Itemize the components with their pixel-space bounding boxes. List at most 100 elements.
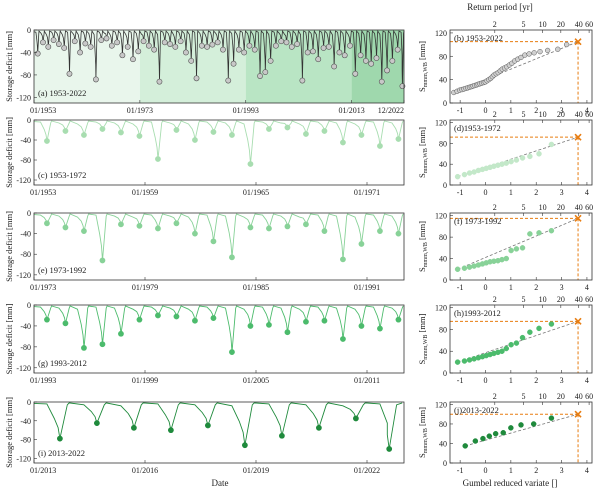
annual-minimum-point xyxy=(358,132,365,138)
annual-minimum-point xyxy=(229,349,235,355)
return-period-tick-label: 2 xyxy=(493,110,497,119)
annual-minimum-point xyxy=(99,257,106,264)
top-axis-title: Return period [yr] xyxy=(467,2,532,12)
time-series-panel-e: 0 -40 -80 -120 01/1973 01/1979 01/1985 01/1991 (… xyxy=(4,209,405,292)
gumbel-point xyxy=(519,334,526,341)
annual-minimum-point xyxy=(288,43,295,50)
return-period-tick-label: 10 xyxy=(539,295,547,304)
return-period-tick-label: 2 xyxy=(493,295,497,304)
annual-minimum-point xyxy=(247,323,254,329)
annual-minimum-point xyxy=(284,223,291,230)
annual-minimum-point xyxy=(136,222,143,229)
gumbel-point xyxy=(508,158,514,165)
plot-frame xyxy=(33,212,405,281)
annual-minimum-point xyxy=(177,38,184,45)
return-period-tick-label: 60 xyxy=(585,20,593,29)
annual-minimum-point xyxy=(99,126,106,132)
y-tick-label: 40 xyxy=(439,76,447,85)
y-axis-title: Storage deficit [mm] xyxy=(4,31,14,102)
annual-minimum-point xyxy=(210,129,217,135)
return-period-tick-label: 2 xyxy=(493,203,497,212)
annual-minimum-point xyxy=(130,56,136,63)
x-tick-label: 01/2013 xyxy=(30,466,56,475)
plot-frame xyxy=(449,401,593,464)
x-tick-label: 01/2013 xyxy=(338,106,364,115)
x-tick-label: 01/1985 xyxy=(243,283,269,292)
y-axis-title: Storage deficit [mm] xyxy=(4,303,14,374)
return-period-tick-label: 5 xyxy=(522,110,526,119)
x-tick-label: 01/1973 xyxy=(127,106,153,115)
y-tick-label: 0 xyxy=(443,369,447,378)
x-tick-label: 4 xyxy=(585,106,589,115)
annual-minimum-point xyxy=(331,63,338,70)
y-axis-title: Smmm,WB [mm] xyxy=(417,221,429,272)
annual-minimum-point xyxy=(225,77,232,84)
time-series-panel-a: 0 -40 -80 -120 01/1953 01/1973 01/1993 01/2013 1… xyxy=(4,26,406,115)
time-series-panel-g: 0 -40 -80 -120 01/1993 01/1999 01/2005 01/2011 (… xyxy=(4,301,405,385)
annual-minimum-point xyxy=(278,38,285,45)
annual-minimum-point xyxy=(347,42,353,49)
return-period-tick-label: 5 xyxy=(522,392,526,401)
x-tick-label: 01/1993 xyxy=(30,376,56,385)
x-tick-label: 1 xyxy=(509,466,513,475)
y-tick-label: 0 xyxy=(27,116,31,125)
annual-minimum-point xyxy=(235,46,242,53)
storage-deficit-line xyxy=(33,305,404,353)
annual-minimum-point xyxy=(136,316,143,323)
annual-minimum-point xyxy=(266,321,272,328)
annual-minimum-point xyxy=(94,420,100,427)
annual-minimum-point xyxy=(136,133,143,139)
y-tick-label: 40 xyxy=(439,347,447,356)
annual-minimum-point xyxy=(284,124,291,131)
gumbel-point xyxy=(472,438,479,444)
annual-minimum-point xyxy=(340,336,346,342)
annual-minimum-point xyxy=(384,67,390,74)
x-tick-label: 01/2019 xyxy=(243,466,269,475)
plot-frame xyxy=(33,401,405,464)
annual-minimum-point xyxy=(321,317,328,324)
gumbel-point xyxy=(518,422,524,428)
gumbel-point xyxy=(461,171,468,178)
return-period-tick-label: 20 xyxy=(557,20,565,29)
y-tick-label: -40 xyxy=(20,417,31,426)
x-tick-label: 2 xyxy=(534,106,538,115)
annual-minimum-point xyxy=(210,315,217,321)
annual-minimum-point xyxy=(198,42,205,49)
annual-minimum-point xyxy=(173,313,180,320)
annual-minimum-point xyxy=(303,318,309,325)
return-period-tick-label: 40 xyxy=(575,295,583,304)
annual-minimum-point xyxy=(155,225,161,232)
gumbel-point xyxy=(454,173,461,180)
panel-label: (f) 1973-1992 xyxy=(454,216,501,226)
annual-minimum-point xyxy=(173,220,180,227)
annual-minimum-point xyxy=(251,46,258,53)
gumbel-point xyxy=(519,245,526,251)
return-period-tick-label: 20 xyxy=(557,295,565,304)
return-period-tick-label: 60 xyxy=(585,392,593,401)
annual-minimum-point xyxy=(310,48,316,55)
annual-minimum-point xyxy=(340,139,346,146)
return-level-marker xyxy=(574,317,582,325)
annual-minimum-point xyxy=(161,39,168,46)
x-tick-label: 01/2011 xyxy=(354,376,380,385)
annual-minimum-point xyxy=(294,41,300,47)
annual-minimum-point xyxy=(266,225,272,232)
annual-minimum-point xyxy=(394,46,401,53)
figure-labels: Return period [yr] Date Gumbel reduced v… xyxy=(212,2,558,488)
gumbel-point xyxy=(548,321,555,327)
return-period-tick-label: 10 xyxy=(539,110,547,119)
annual-minimum-point xyxy=(321,128,328,134)
annual-minimum-point xyxy=(247,224,254,231)
return-period-tick-label: 60 xyxy=(585,295,593,304)
gumbel-point xyxy=(503,160,510,166)
x-tick-label: 01/1993 xyxy=(233,106,259,115)
y-tick-label: 0 xyxy=(27,398,31,407)
annual-minimum-point xyxy=(395,136,402,142)
annual-minimum-point xyxy=(214,39,221,46)
x-tick-label: 0 xyxy=(484,188,488,197)
gumbel-point xyxy=(548,415,555,421)
y-tick-label: -80 xyxy=(20,250,31,259)
